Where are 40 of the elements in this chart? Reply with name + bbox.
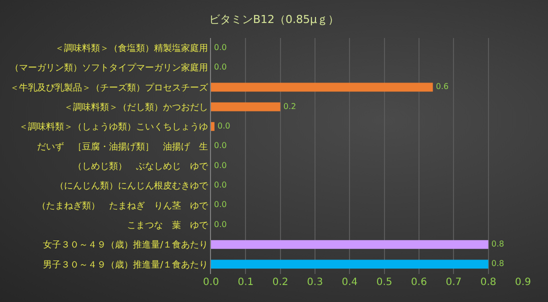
data-label: 0.0	[214, 180, 227, 190]
y-tick-label: ＜調味料類＞（食塩類）精製塩家庭用	[55, 42, 208, 54]
data-label: 0.0	[214, 160, 227, 170]
x-tick-label: 0.6	[411, 277, 427, 288]
bar	[211, 82, 433, 92]
y-tick-label: （にんじん類）にんじん根皮むきゆで	[55, 180, 210, 192]
y-tick-label: （マーガリン類）ソフトタイプマーガリン家庭用	[10, 62, 208, 74]
bar	[211, 240, 488, 249]
x-tick-label: 0.9	[515, 277, 531, 288]
y-tick-label: ＜調味料類＞（しょうゆ類）こいくちしょうゆ	[19, 122, 208, 133]
data-label: 0.0	[214, 42, 227, 52]
y-tick-label: こまつな 葉 ゆで	[127, 220, 210, 231]
y-tick-label: 女子３０～４９（歳）推進量/１食あたり	[43, 240, 208, 251]
y-tick-label: （たまねぎ類） たまねぎ りん茎 ゆで	[37, 200, 210, 212]
bar	[211, 122, 214, 131]
y-tick-label: ＜調味料類＞（だし類）かつおだし	[64, 102, 208, 113]
x-tick-label: 0.2	[272, 277, 288, 288]
data-label: 0.6	[436, 82, 449, 92]
y-tick-label: だいず ［豆腐・油揚げ類］ 油揚げ 生	[37, 141, 208, 152]
y-tick-label: ＜牛乳及び乳製品＞（チーズ類）プロセスチーズ	[10, 82, 210, 94]
data-label: 0.0	[214, 200, 227, 210]
x-tick-label: 0.5	[376, 277, 392, 288]
bar	[211, 102, 280, 112]
data-label: 0.8	[491, 259, 504, 268]
x-tick-label: 0.3	[307, 277, 323, 288]
data-label: 0.0	[217, 122, 230, 131]
chart-title: ビタミンB12（0.85μｇ）	[208, 12, 340, 26]
x-tick-label: 0.0	[203, 277, 219, 288]
data-label: 0.0	[214, 220, 227, 229]
x-tick-label: 0.8	[480, 277, 496, 288]
x-tick-label: 0.7	[446, 277, 462, 288]
data-label: 0.0	[214, 141, 227, 150]
y-tick-label: 男子３０～４９（歳）推進量/１食あたり	[43, 259, 208, 270]
data-label: 0.2	[283, 102, 296, 111]
data-label: 0.0	[214, 62, 227, 72]
bar	[211, 260, 488, 269]
x-tick-label: 0.4	[342, 277, 358, 288]
x-tick-label: 0.1	[238, 277, 254, 288]
y-tick-label: （しめじ類） ぶなしめじ ゆで	[73, 160, 210, 172]
data-label: 0.8	[491, 240, 504, 249]
